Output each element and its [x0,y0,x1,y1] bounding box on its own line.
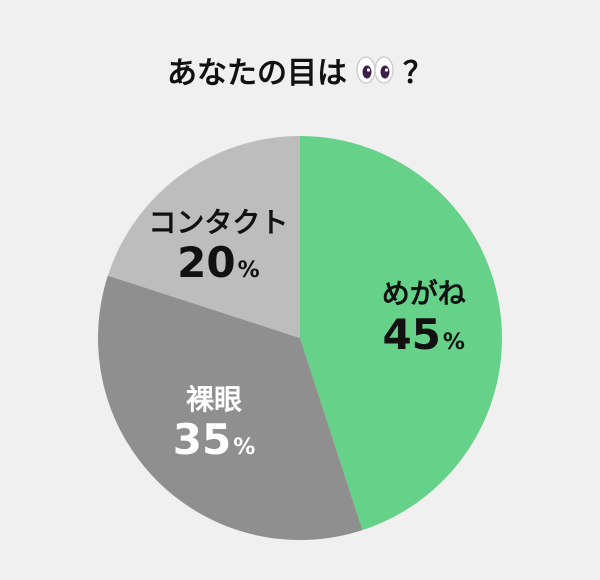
slice-percent-value: 35 [172,414,232,464]
slice-percent-value: 20 [177,237,236,287]
slice-percent-label: 35% [172,414,256,464]
pie-slice-2 [107,136,300,338]
slice-percent-label: 20% [148,237,288,287]
slice-percent-unit: % [233,434,256,460]
slice-percent-unit: % [442,329,465,355]
slice-label-2: コンタクト 20% [148,205,289,287]
slice-percent-unit: % [237,257,260,283]
slice-label-0: めがね 45% [381,277,466,359]
slice-category-label: コンタクト [148,205,289,239]
eyes-icon [356,56,394,84]
pie-slice-0 [300,136,502,531]
slice-category-label: めがね [381,277,466,311]
chart-title: あなたの目は ？ [0,48,600,92]
slice-label-1: 裸眼 35% [172,382,256,464]
chart-title-suffix: ？ [403,56,433,91]
pie-slice-1 [97,275,363,540]
slice-percent-label: 45% [382,309,466,359]
slice-category-label: 裸眼 [186,382,243,416]
chart-title-text: あなたの目は [167,56,347,91]
slice-percent-value: 45 [382,309,441,359]
